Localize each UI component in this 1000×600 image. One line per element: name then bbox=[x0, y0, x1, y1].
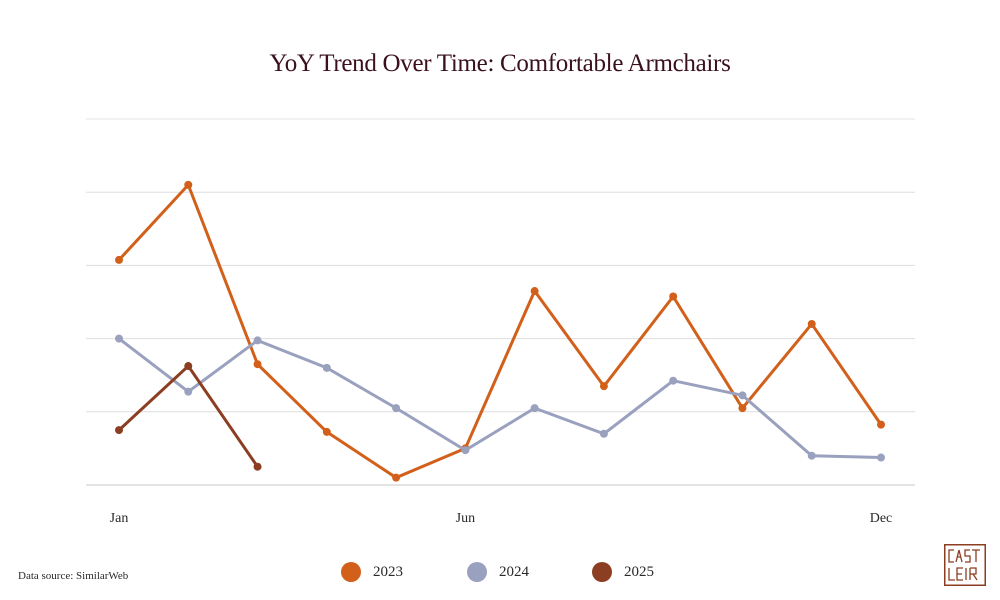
series-line-2025 bbox=[117, 363, 259, 468]
data-point-2024-Jul[interactable] bbox=[530, 404, 539, 413]
series-2024 bbox=[115, 334, 885, 462]
data-point-2023-Feb[interactable] bbox=[184, 180, 193, 189]
data-point-2023-Jul[interactable] bbox=[530, 287, 539, 296]
data-point-2024-Jun[interactable] bbox=[461, 446, 470, 455]
legend-item-2023[interactable]: 2023 bbox=[341, 562, 403, 582]
data-source-note: Data source: SimilarWeb bbox=[18, 570, 129, 582]
series-lines bbox=[115, 180, 885, 482]
data-point-2025-Jan[interactable] bbox=[115, 426, 123, 435]
legend-item-2025[interactable]: 2025 bbox=[592, 562, 654, 582]
data-point-2023-Oct[interactable] bbox=[738, 404, 747, 413]
data-point-2023-Nov[interactable] bbox=[807, 319, 816, 328]
series-line-2023 bbox=[117, 182, 883, 480]
legend-swatch-2024 bbox=[467, 562, 487, 582]
data-point-2023-Mar[interactable] bbox=[253, 360, 262, 369]
legend-swatch-2025 bbox=[592, 562, 612, 582]
series-line-2024 bbox=[118, 337, 882, 460]
legend-item-2024[interactable]: 2024 bbox=[467, 562, 529, 582]
grid-lines bbox=[86, 118, 915, 486]
data-point-2024-Jan[interactable] bbox=[115, 334, 123, 343]
data-point-2024-May[interactable] bbox=[392, 404, 401, 413]
x-tick-label: Jan bbox=[110, 511, 129, 526]
series-2025 bbox=[115, 362, 262, 471]
data-point-2023-Jan[interactable] bbox=[115, 255, 123, 264]
data-point-2025-Feb[interactable] bbox=[184, 362, 193, 371]
legend-label-2023: 2023 bbox=[373, 563, 403, 580]
data-point-2024-Aug[interactable] bbox=[599, 429, 608, 438]
chart-title: YoY Trend Over Time: Comfortable Armchai… bbox=[269, 50, 731, 77]
brand-logo bbox=[944, 544, 986, 586]
data-point-2023-Dec[interactable] bbox=[877, 420, 885, 429]
data-point-2025-Mar[interactable] bbox=[253, 462, 262, 471]
legend-label-2024: 2024 bbox=[499, 563, 529, 580]
data-point-2024-Oct[interactable] bbox=[738, 391, 747, 400]
legend-label-2025: 2025 bbox=[624, 563, 654, 580]
data-point-2023-Apr[interactable] bbox=[322, 427, 331, 436]
data-point-2024-Dec[interactable] bbox=[877, 453, 885, 462]
x-tick-label: Jun bbox=[456, 511, 475, 526]
data-point-2023-May[interactable] bbox=[392, 473, 401, 482]
x-tick-label: Dec bbox=[870, 511, 893, 526]
data-point-2024-Mar[interactable] bbox=[253, 336, 262, 345]
series-2023 bbox=[115, 180, 885, 482]
data-point-2024-Nov[interactable] bbox=[807, 451, 816, 460]
data-point-2024-Sep[interactable] bbox=[669, 376, 678, 385]
data-point-2024-Apr[interactable] bbox=[322, 363, 331, 372]
data-point-2024-Feb[interactable] bbox=[184, 387, 193, 396]
data-point-2023-Aug[interactable] bbox=[599, 382, 608, 391]
data-point-2023-Sep[interactable] bbox=[669, 292, 678, 301]
legend-swatch-2023 bbox=[341, 562, 361, 582]
x-axis-ticks: Jan Jun Dec bbox=[110, 511, 893, 526]
legend: 2023 2024 2025 bbox=[0, 562, 1000, 586]
